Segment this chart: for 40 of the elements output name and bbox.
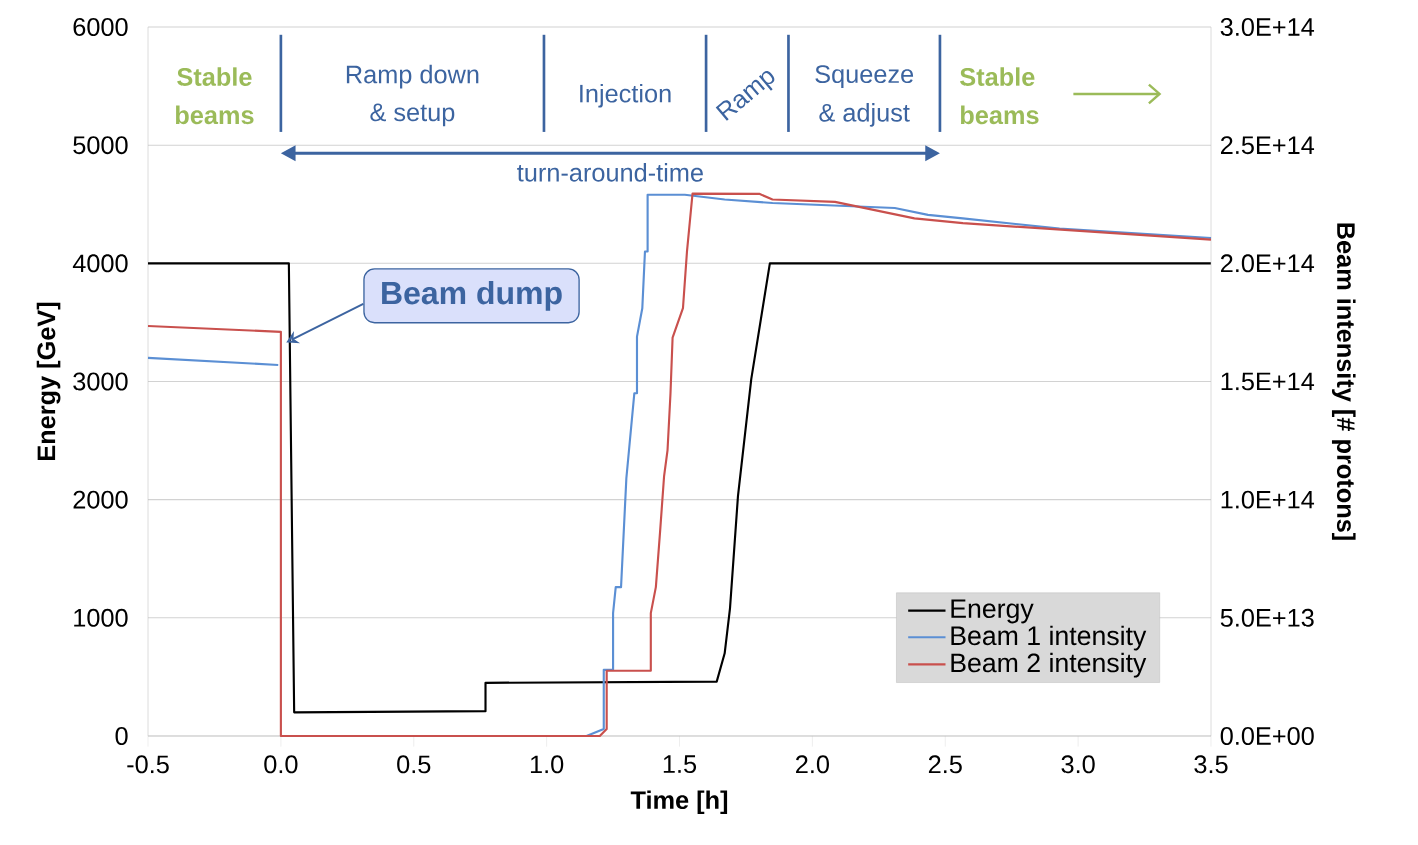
y-tick-label: 4000	[72, 254, 128, 273]
annotation: beams	[175, 105, 254, 125]
y2-tick-label: 3.0E+14	[1220, 18, 1315, 36]
legend-label: Beam 2 intensity	[951, 652, 1147, 678]
x-tick-label: 2.0	[796, 755, 829, 774]
legend-label: Energy	[951, 599, 1034, 624]
y-tick-label: 1000	[74, 608, 128, 627]
x-tick-label: 3.0	[1061, 755, 1095, 774]
y-axis-title: Energy [GeV]	[36, 302, 61, 461]
y2-tick-label: 1.0E+14	[1221, 490, 1315, 509]
annotation: turn-around-time	[517, 163, 703, 182]
y-tick-label: 5000	[73, 136, 128, 155]
y2-axis-title: Beam intensity [# protons]	[1331, 223, 1356, 540]
annotation: Injection	[580, 83, 671, 108]
annotation: Stable	[960, 67, 1035, 86]
y-tick-label: 3000	[73, 372, 128, 391]
y2-tick-label: 2.5E+14	[1220, 136, 1315, 155]
legend-label: Beam 1 intensity	[951, 625, 1147, 651]
x-axis-title: Time [h]	[630, 790, 728, 815]
annotation: beams	[960, 105, 1039, 125]
y2-tick-label: 0.0E+00	[1220, 727, 1314, 745]
y2-tick-label: 1.5E+14	[1221, 372, 1315, 391]
annotation: & adjust	[819, 103, 910, 127]
y-tick-label: 6000	[73, 18, 128, 36]
x-tick-label: -0.5	[127, 755, 169, 774]
annotation: Stable	[177, 67, 252, 86]
x-tick-label: 0.0	[264, 755, 298, 774]
x-tick-label: 3.5	[1194, 755, 1228, 774]
y-tick-label: 0	[115, 727, 128, 745]
annotation: Beam dump	[382, 280, 562, 311]
annotation: Squeeze	[815, 65, 914, 89]
annotation: & setup	[370, 103, 455, 127]
y2-tick-label: 5.0E+13	[1220, 608, 1314, 627]
x-tick-label: 2.5	[928, 755, 962, 774]
annotation: Ramp down	[346, 64, 479, 89]
y2-tick-label: 2.0E+14	[1220, 254, 1315, 273]
x-tick-label: 1.0	[530, 755, 564, 774]
x-tick-label: 1.5	[663, 755, 697, 774]
y-tick-label: 2000	[73, 490, 128, 509]
x-tick-label: 0.5	[397, 755, 431, 774]
